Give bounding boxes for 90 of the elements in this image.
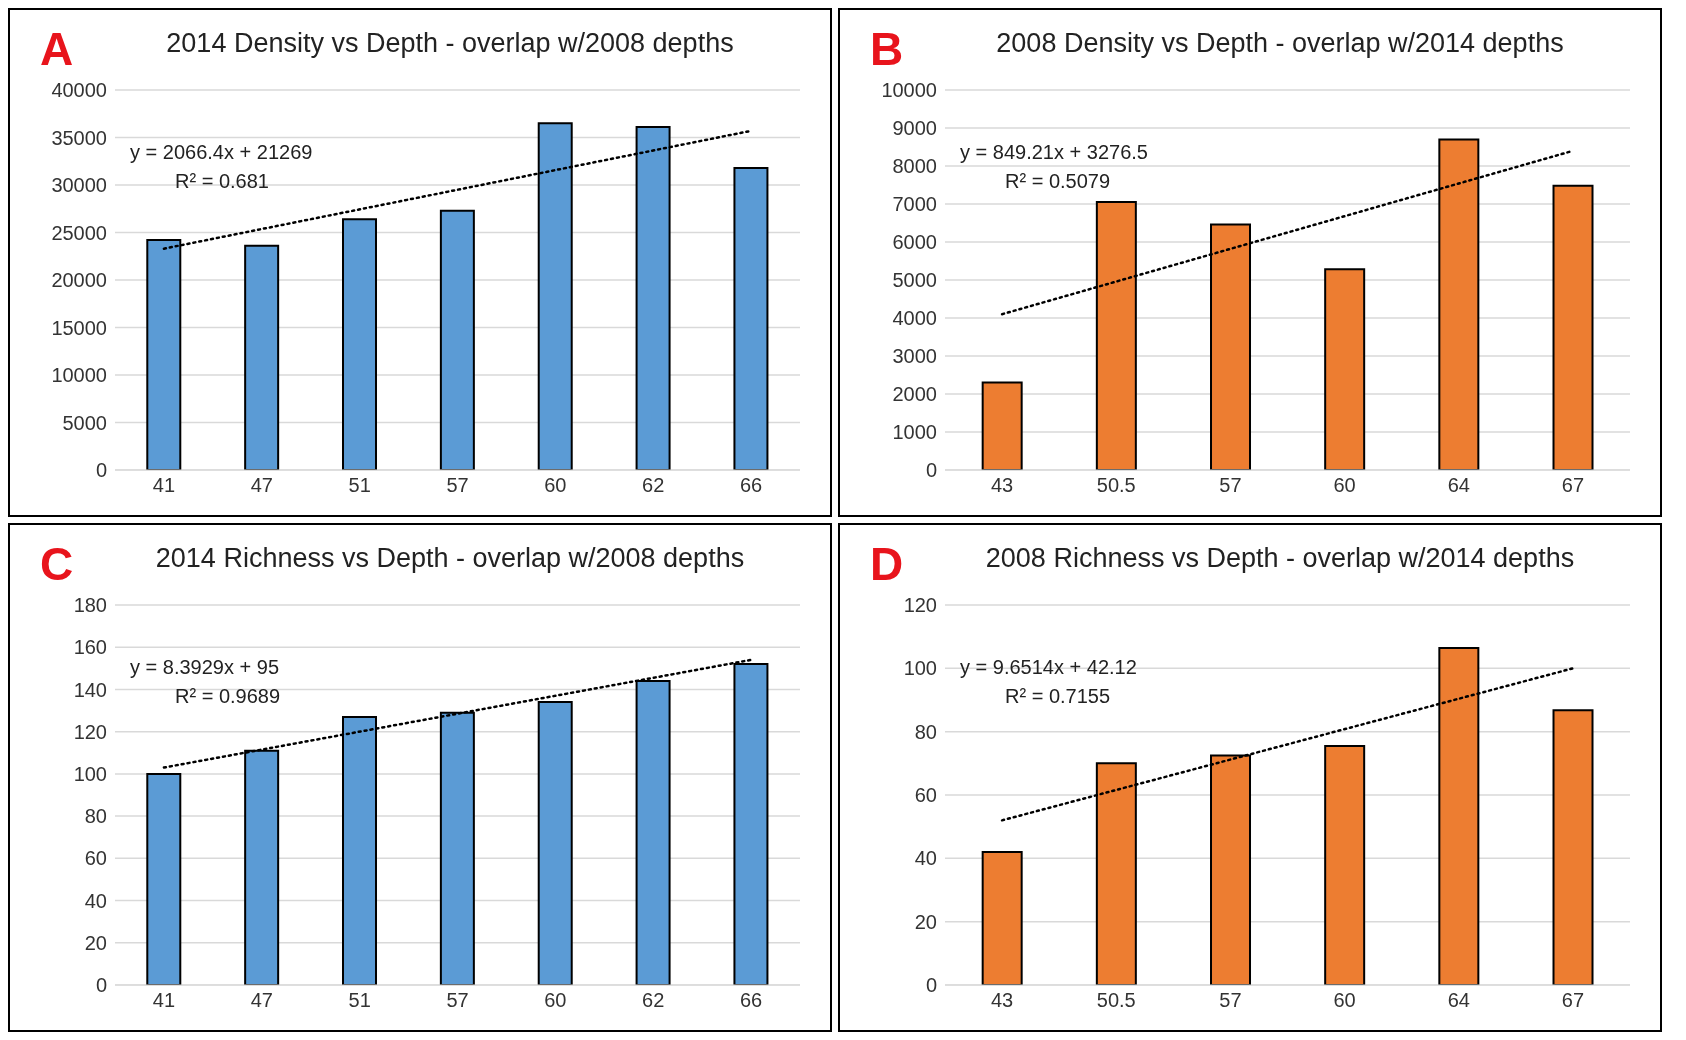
y-tick-label: 100: [903, 657, 937, 680]
y-tick-label: 1000: [892, 421, 937, 444]
chart-title: 2014 Richness vs Depth - overlap w/2008 depths: [155, 543, 745, 573]
annotation: y = 9.6514x + 42.12: [960, 655, 1137, 680]
x-tick-label: 62: [642, 989, 665, 1012]
y-tick-label: 120: [903, 594, 937, 617]
y-tick-label: 100: [73, 762, 107, 785]
annotation: R² = 0.681: [174, 169, 270, 194]
bar: [1552, 184, 1594, 470]
x-tick-label: 64: [1447, 989, 1470, 1012]
x-tick-label: 43: [990, 474, 1014, 497]
y-tick-label: 80: [914, 720, 937, 743]
x-tick-label: 51: [348, 474, 371, 497]
x-tick-label: 60: [544, 474, 567, 497]
y-tick-label: 2000: [892, 383, 937, 406]
x-tick-label: 57: [446, 474, 469, 497]
text: C: [40, 537, 74, 591]
y-tick-label: 140: [73, 678, 107, 701]
x-tick-label: 66: [739, 474, 763, 497]
annotation: y = 2066.4x + 21269: [130, 140, 313, 165]
x-tick-label: 67: [1561, 989, 1585, 1012]
y-tick-label: 60: [84, 847, 107, 870]
chart-title: 2008 Richness vs Depth - overlap w/2014 depths: [985, 543, 1575, 573]
x-tick-label: 50.5: [1096, 989, 1136, 1012]
x-tick-label: 66: [739, 989, 763, 1012]
y-tick-label: 5000: [892, 269, 937, 292]
annotation: R² = 0.7155: [1004, 684, 1112, 709]
bar: [244, 244, 280, 470]
y-tick-label: 0: [925, 974, 937, 997]
x-tick-label: 41: [152, 474, 176, 497]
x-tick-label: 60: [1333, 474, 1356, 497]
bar: [1552, 709, 1594, 985]
x-tick-label: 47: [250, 989, 273, 1012]
y-tick-label: 9000: [892, 117, 937, 140]
x-tick-label: 62: [642, 474, 665, 497]
y-tick-label: 160: [73, 636, 107, 659]
x-tick-label: 50.5: [1096, 474, 1136, 497]
x-tick-label: 67: [1561, 474, 1585, 497]
y-tick-label: 3000: [892, 345, 937, 368]
bar: [1324, 744, 1366, 985]
y-tick-label: 10000: [51, 364, 107, 387]
y-tick-label: 40: [84, 889, 107, 912]
annotation: R² = 0.5079: [1004, 169, 1112, 194]
y-tick-label: 0: [95, 459, 107, 482]
bar: [439, 209, 475, 470]
y-tick-label: 60: [914, 784, 937, 807]
y-tick-label: 15000: [51, 316, 107, 339]
annotation: R² = 0.9689: [174, 684, 281, 709]
x-tick-label: 47: [250, 474, 273, 497]
y-tick-label: 20: [914, 910, 937, 933]
x-tick-label: 43: [990, 989, 1014, 1012]
bar: [981, 851, 1023, 985]
y-tick-label: 0: [925, 459, 937, 482]
x-tick-label: 41: [152, 989, 176, 1012]
x-tick-label: 60: [544, 989, 567, 1012]
y-tick-label: 25000: [51, 221, 107, 244]
x-tick-label: 51: [348, 989, 371, 1012]
x-tick-label: 64: [1447, 474, 1470, 497]
y-tick-label: 180: [73, 594, 107, 617]
chart-title: 2008 Density vs Depth - overlap w/2014 depths: [996, 28, 1564, 58]
x-tick-label: 57: [1219, 989, 1242, 1012]
y-tick-label: 7000: [892, 193, 937, 216]
y-tick-label: 40: [914, 847, 937, 870]
text: A: [40, 22, 74, 76]
annotation: y = 849.21x + 3276.5: [960, 140, 1148, 165]
y-tick-label: 4000: [892, 307, 937, 330]
text: B: [870, 22, 904, 76]
y-tick-label: 6000: [892, 231, 937, 254]
x-tick-label: 57: [446, 989, 469, 1012]
y-tick-label: 10000: [881, 79, 937, 102]
bar: [342, 218, 378, 470]
bar: [981, 381, 1023, 470]
y-tick-label: 120: [73, 720, 107, 743]
y-tick-label: 8000: [892, 155, 937, 178]
bar: [733, 166, 769, 470]
x-tick-label: 60: [1333, 989, 1356, 1012]
y-tick-label: 40000: [51, 79, 107, 102]
y-tick-label: 20000: [51, 269, 107, 292]
text: D: [870, 537, 904, 591]
bar: [1324, 268, 1366, 470]
bar: [146, 772, 182, 985]
y-tick-label: 0: [95, 974, 107, 997]
x-tick-label: 57: [1219, 474, 1242, 497]
y-tick-label: 30000: [51, 174, 107, 197]
y-tick-label: 5000: [62, 411, 107, 434]
y-tick-label: 80: [84, 805, 107, 828]
y-tick-label: 35000: [51, 126, 107, 149]
annotation: y = 8.3929x + 95: [130, 655, 280, 680]
y-tick-label: 20: [84, 931, 107, 954]
chart-title: 2014 Density vs Depth - overlap w/2008 depths: [166, 28, 734, 58]
